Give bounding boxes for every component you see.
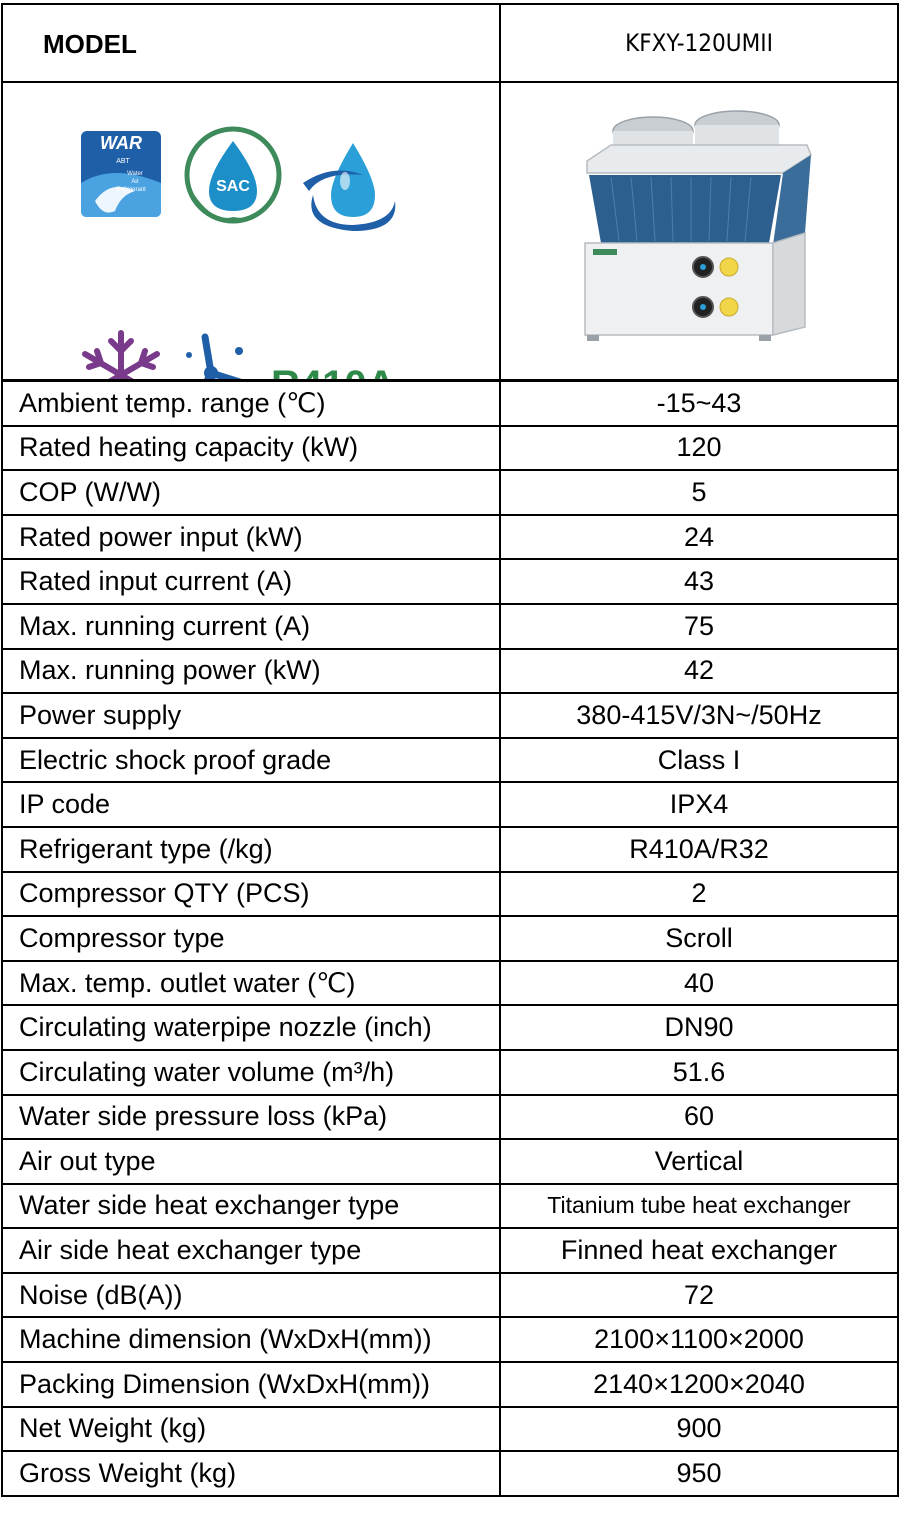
spec-row: Noise (dB(A)) 72 xyxy=(1,1271,899,1319)
spec-row: Circulating waterpipe nozzle (inch) DN90 xyxy=(1,1004,899,1051)
spec-row: Max. temp. outlet water (℃) 40 xyxy=(1,959,899,1007)
spec-value: Scroll xyxy=(499,915,899,962)
spec-value: IPX4 xyxy=(499,781,899,828)
spec-row: Gross Weight (kg) 950 xyxy=(1,1450,899,1497)
war-logo-sub4: Refrigerant xyxy=(116,187,146,193)
spec-label: Packing Dimension (WxDxH(mm)) xyxy=(1,1361,501,1408)
spec-row: Packing Dimension (WxDxH(mm)) 2140×1200×… xyxy=(1,1361,899,1408)
spec-row: Power supply 380-415V/3N~/50Hz xyxy=(1,692,899,739)
spec-value: 24 xyxy=(499,513,899,561)
spec-label: Air out type xyxy=(1,1138,501,1185)
spec-value: 51.6 xyxy=(499,1048,899,1096)
water-drop-icon xyxy=(303,143,396,231)
spec-label: Noise (dB(A)) xyxy=(1,1271,501,1319)
spec-label: Max. running power (kW) xyxy=(1,647,501,695)
spec-row: Electric shock proof grade Class I xyxy=(1,736,899,784)
spec-value: R410A/R32 xyxy=(499,825,899,873)
spec-value: 2 xyxy=(499,870,899,918)
spec-row: Rated power input (kW) 24 xyxy=(1,513,899,561)
spec-value: 900 xyxy=(499,1405,899,1453)
spec-label: Ambient temp. range (℃) xyxy=(1,380,501,427)
model-value: KFXY-120UMII xyxy=(499,3,899,83)
spec-value: 950 xyxy=(499,1450,899,1497)
spec-label: Max. temp. outlet water (℃) xyxy=(1,959,501,1007)
spec-value: Titanium tube heat exchanger xyxy=(499,1182,899,1230)
spec-value: 2140×1200×2040 xyxy=(499,1361,899,1408)
spec-label: IP code xyxy=(1,781,501,828)
spec-value: 75 xyxy=(499,602,899,650)
spec-row: Rated heating capacity (kW) 120 xyxy=(1,424,899,472)
spec-value: 43 xyxy=(499,558,899,605)
spec-rows: Ambient temp. range (℃) -15~43 Rated hea… xyxy=(1,380,899,1497)
sac-logo-title: SAC xyxy=(216,178,250,195)
product-image-cell xyxy=(499,81,899,381)
spec-label: COP (W/W) xyxy=(1,469,501,516)
spec-label: Rated heating capacity (kW) xyxy=(1,424,501,472)
spec-label: Gross Weight (kg) xyxy=(1,1450,501,1497)
spec-value: 60 xyxy=(499,1093,899,1141)
war-logo-sub3: Air xyxy=(131,179,138,185)
spec-value: 5 xyxy=(499,469,899,516)
spec-label: Rated power input (kW) xyxy=(1,513,501,561)
snowflake-icon xyxy=(82,330,160,379)
heat-pump-unit-image xyxy=(584,110,812,341)
spec-value: 120 xyxy=(499,424,899,472)
spec-row: Rated input current (A) 43 xyxy=(1,558,899,605)
spec-row: Circulating water volume (m³/h) 51.6 xyxy=(1,1048,899,1096)
spec-label: Air side heat exchanger type xyxy=(1,1227,501,1274)
war-logo-sub1: ABT xyxy=(116,158,130,165)
spec-row: Machine dimension (WxDxH(mm)) 2100×1100×… xyxy=(1,1316,899,1364)
war-logo-sub2: Water xyxy=(127,171,143,177)
spec-label: Net Weight (kg) xyxy=(1,1405,501,1453)
spec-label: Machine dimension (WxDxH(mm)) xyxy=(1,1316,501,1364)
spec-row: Ambient temp. range (℃) -15~43 xyxy=(1,380,899,427)
spec-label: Refrigerant type (/kg) xyxy=(1,825,501,873)
model-row: MODEL KFXY-120UMII xyxy=(1,3,899,83)
spec-value: 72 xyxy=(499,1271,899,1319)
spec-row: IP code IPX4 xyxy=(1,781,899,828)
model-label: MODEL xyxy=(1,3,501,83)
spec-row: Water side pressure loss (kPa) 60 xyxy=(1,1093,899,1141)
spec-row: Water side heat exchanger type Titanium … xyxy=(1,1182,899,1230)
spec-label: Compressor type xyxy=(1,915,501,962)
spec-label: Circulating waterpipe nozzle (inch) xyxy=(1,1004,501,1051)
spec-table: MODEL KFXY-120UMII WAR ABT Water Air Ref… xyxy=(1,3,899,381)
image-row: WAR ABT Water Air Refrigerant SAC xyxy=(1,81,899,381)
spec-row: Air side heat exchanger type Finned heat… xyxy=(1,1227,899,1274)
spec-label: Water side heat exchanger type xyxy=(1,1182,501,1230)
spec-row: Compressor type Scroll xyxy=(1,915,899,962)
r410a-logo: R410A xyxy=(271,363,396,379)
war-logo-title: WAR xyxy=(100,133,142,153)
spec-row: Compressor QTY (PCS) 2 xyxy=(1,870,899,918)
spec-row: Max. running power (kW) 42 xyxy=(1,647,899,695)
spec-row: Net Weight (kg) 900 xyxy=(1,1405,899,1453)
spec-label: Water side pressure loss (kPa) xyxy=(1,1093,501,1141)
spec-row: Air out type Vertical xyxy=(1,1138,899,1185)
spec-label: Power supply xyxy=(1,692,501,739)
spec-value: DN90 xyxy=(499,1004,899,1051)
spec-label: Rated input current (A) xyxy=(1,558,501,605)
sac-logo: SAC xyxy=(184,126,282,224)
spec-label: Max. running current (A) xyxy=(1,602,501,650)
r410a-logo-text: R410A xyxy=(271,363,396,379)
spec-value: -15~43 xyxy=(499,380,899,427)
spec-value: 380-415V/3N~/50Hz xyxy=(499,692,899,739)
spec-value: 2100×1100×2000 xyxy=(499,1316,899,1364)
spec-row: Refrigerant type (/kg) R410A/R32 xyxy=(1,825,899,873)
spec-value: Vertical xyxy=(499,1138,899,1185)
spec-label: Compressor QTY (PCS) xyxy=(1,870,501,918)
logos-cell: WAR ABT Water Air Refrigerant SAC xyxy=(1,81,501,381)
spec-value: 42 xyxy=(499,647,899,695)
spec-value: Finned heat exchanger xyxy=(499,1227,899,1274)
spec-label: Circulating water volume (m³/h) xyxy=(1,1048,501,1096)
war-logo: WAR ABT Water Air Refrigerant xyxy=(81,131,161,217)
spec-value: 40 xyxy=(499,959,899,1007)
spec-value: Class I xyxy=(499,736,899,784)
molecule-icon xyxy=(186,333,243,379)
spec-row: Max. running current (A) 75 xyxy=(1,602,899,650)
spec-row: COP (W/W) 5 xyxy=(1,469,899,516)
spec-label: Electric shock proof grade xyxy=(1,736,501,784)
